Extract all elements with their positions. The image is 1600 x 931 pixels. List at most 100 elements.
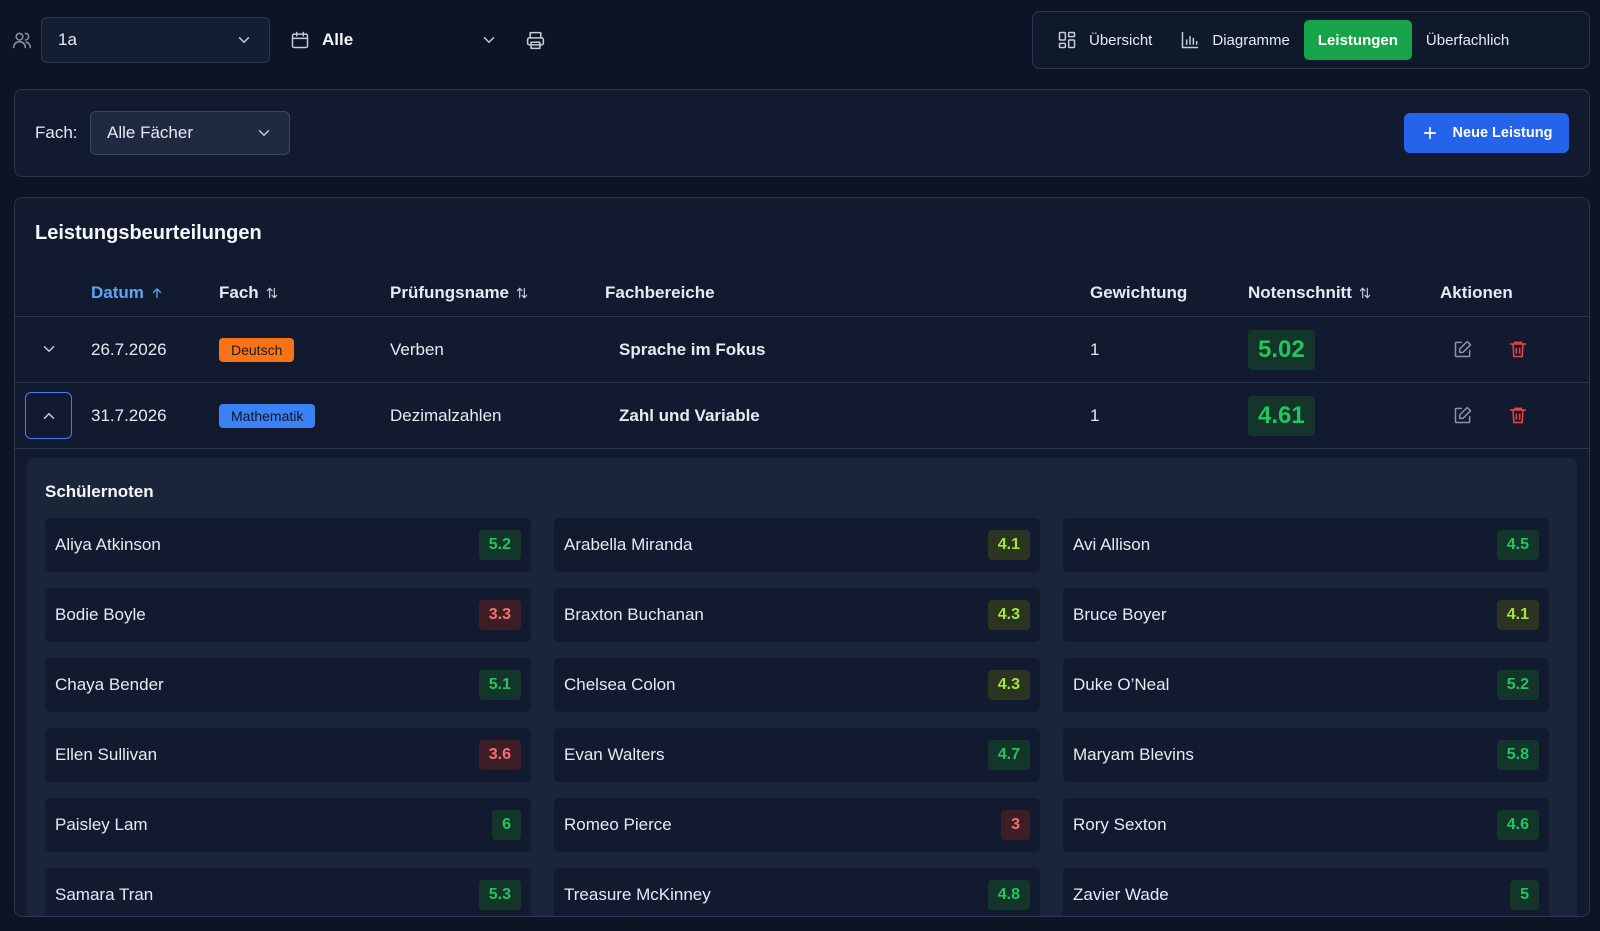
student-name: Evan Walters bbox=[564, 745, 665, 764]
student-name: Zavier Wade bbox=[1073, 885, 1169, 904]
view-tabs: Übersicht Diagramme Leistungen Überfachl… bbox=[1032, 11, 1590, 69]
chevron-down-icon[interactable] bbox=[40, 340, 58, 358]
class-select[interactable]: 1a bbox=[41, 17, 270, 63]
column-header-label: Prüfungsname bbox=[390, 283, 510, 302]
card-title: Leistungsbeurteilungen bbox=[35, 222, 262, 244]
student-name: Maryam Blevins bbox=[1073, 745, 1194, 764]
student-name: Avi Allison bbox=[1073, 535, 1151, 554]
assessments-card: Leistungsbeurteilungen Datum Fach Prüfun… bbox=[14, 197, 1590, 917]
student-name: Treasure McKinney bbox=[564, 885, 711, 904]
class-select-value: 1a bbox=[58, 30, 77, 49]
student-grade-card: Paisley Lam 6 bbox=[45, 798, 531, 852]
bar-chart-icon bbox=[1180, 30, 1200, 50]
student-grade-card: Rory Sexton 4.6 bbox=[1063, 798, 1549, 852]
column-header-label: Fach bbox=[219, 283, 259, 302]
student-grade-card: Maryam Blevins 5.8 bbox=[1063, 728, 1549, 782]
tab-label: Diagramme bbox=[1212, 31, 1290, 49]
student-grade-card: Chelsea Colon 4.3 bbox=[554, 658, 1040, 712]
period-select[interactable]: Alle bbox=[322, 17, 498, 63]
student-grade: 6 bbox=[492, 810, 521, 840]
edit-icon[interactable] bbox=[1453, 339, 1473, 359]
column-header-average[interactable]: Notenschnitt bbox=[1248, 283, 1372, 303]
average-badge: 4.61 bbox=[1248, 396, 1315, 436]
period-select-value: Alle bbox=[322, 30, 354, 49]
student-name: Bruce Boyer bbox=[1073, 605, 1167, 624]
plus-icon bbox=[1421, 124, 1439, 142]
student-grade: 4.6 bbox=[1496, 810, 1539, 840]
row-average: 4.61 bbox=[1248, 383, 1315, 449]
tab-label: Überfachlich bbox=[1425, 31, 1510, 49]
student-grade-card: Samara Tran 5.3 bbox=[45, 868, 531, 916]
tab-leistungen[interactable]: Leistungen bbox=[1303, 20, 1412, 60]
student-grade-card: Avi Allison 4.5 bbox=[1063, 518, 1549, 572]
subject-badge: Mathematik bbox=[219, 404, 316, 428]
student-grade-card: Bruce Boyer 4.1 bbox=[1063, 588, 1549, 642]
row-date: 26.7.2026 bbox=[91, 340, 167, 359]
row-subject: Deutsch bbox=[219, 317, 295, 383]
student-grade: 5.8 bbox=[1496, 740, 1539, 770]
student-grade-card: Ellen Sullivan 3.6 bbox=[45, 728, 531, 782]
chevron-down-icon bbox=[255, 124, 273, 142]
student-name: Samara Tran bbox=[55, 885, 154, 904]
student-grade: 4.7 bbox=[987, 740, 1030, 770]
student-grade-card: Romeo Pierce 3 bbox=[554, 798, 1040, 852]
tab-label: Leistungen bbox=[1317, 31, 1398, 49]
student-grade-card: Zavier Wade 5 bbox=[1063, 868, 1549, 916]
column-header-label: Gewichtung bbox=[1090, 283, 1188, 302]
calendar-icon bbox=[290, 30, 310, 50]
subject-filter-value: Alle Fächer bbox=[107, 123, 193, 142]
table-header: Datum Fach Prüfungsname Fachbereiche Gew… bbox=[15, 273, 1589, 317]
student-name: Romeo Pierce bbox=[564, 815, 672, 834]
table-row[interactable]: 26.7.2026 Deutsch Verben Sprache im Foku… bbox=[15, 316, 1589, 383]
subject-filter-select[interactable]: Alle Fächer bbox=[90, 111, 290, 155]
row-area: Sprache im Fokus bbox=[619, 340, 766, 359]
student-grade: 4.1 bbox=[1496, 600, 1539, 630]
trash-icon[interactable] bbox=[1508, 405, 1528, 425]
student-name: Paisley Lam bbox=[55, 815, 148, 834]
column-header-exam[interactable]: Prüfungsname bbox=[390, 283, 529, 303]
filter-bar: Fach: Alle Fächer Neue Leistung bbox=[14, 89, 1590, 177]
chevron-up-icon bbox=[40, 407, 58, 425]
student-name: Rory Sexton bbox=[1073, 815, 1167, 834]
column-header-weight: Gewichtung bbox=[1090, 283, 1187, 303]
trash-icon[interactable] bbox=[1508, 339, 1528, 359]
edit-icon[interactable] bbox=[1453, 405, 1473, 425]
student-name: Arabella Miranda bbox=[564, 535, 693, 554]
student-grade: 5 bbox=[1510, 880, 1539, 910]
student-grades-panel: Schülernoten Aliya Atkinson 5.2 Arabella M… bbox=[27, 458, 1577, 916]
arrow-up-icon bbox=[150, 286, 164, 300]
collapse-row-button[interactable] bbox=[25, 392, 72, 439]
tab-diagramme[interactable]: Diagramme bbox=[1166, 20, 1304, 60]
student-grade-card: Duke O’Neal 5.2 bbox=[1063, 658, 1549, 712]
student-grade: 4.3 bbox=[987, 600, 1030, 630]
student-grade: 5.2 bbox=[478, 530, 521, 560]
row-exam: Verben bbox=[390, 340, 444, 359]
student-name: Bodie Boyle bbox=[55, 605, 146, 624]
sort-icon bbox=[1358, 286, 1372, 300]
student-grade: 4.8 bbox=[987, 880, 1030, 910]
tab-uebersicht[interactable]: Übersicht bbox=[1043, 20, 1166, 60]
student-grades-title: Schülernoten bbox=[45, 482, 154, 501]
tab-label: Übersicht bbox=[1089, 31, 1153, 49]
student-grade-card: Evan Walters 4.7 bbox=[554, 728, 1040, 782]
column-header-subject[interactable]: Fach bbox=[219, 283, 279, 303]
student-name: Chelsea Colon bbox=[564, 675, 676, 694]
row-subject: Mathematik bbox=[219, 383, 316, 449]
student-grade-card: Bodie Boyle 3.3 bbox=[45, 588, 531, 642]
tab-ueberfachlich[interactable]: Überfachlich bbox=[1412, 20, 1523, 60]
student-grade: 4.5 bbox=[1496, 530, 1539, 560]
row-date: 31.7.2026 bbox=[91, 406, 167, 425]
student-grade: 3 bbox=[1001, 810, 1030, 840]
new-assessment-button[interactable]: Neue Leistung bbox=[1404, 113, 1569, 153]
table-row[interactable]: 31.7.2026 Mathematik Dezimalzahlen Zahl … bbox=[15, 382, 1589, 449]
chevron-down-icon bbox=[235, 31, 253, 49]
column-header-label: Notenschnitt bbox=[1248, 283, 1352, 302]
subject-badge: Deutsch bbox=[219, 338, 295, 362]
column-header-date[interactable]: Datum bbox=[91, 283, 164, 303]
print-icon[interactable] bbox=[525, 30, 546, 51]
student-grade: 4.3 bbox=[987, 670, 1030, 700]
chevron-down-icon bbox=[480, 31, 498, 49]
new-assessment-label: Neue Leistung bbox=[1452, 125, 1553, 141]
row-divider bbox=[15, 448, 1589, 449]
row-weight: 1 bbox=[1090, 406, 1100, 425]
